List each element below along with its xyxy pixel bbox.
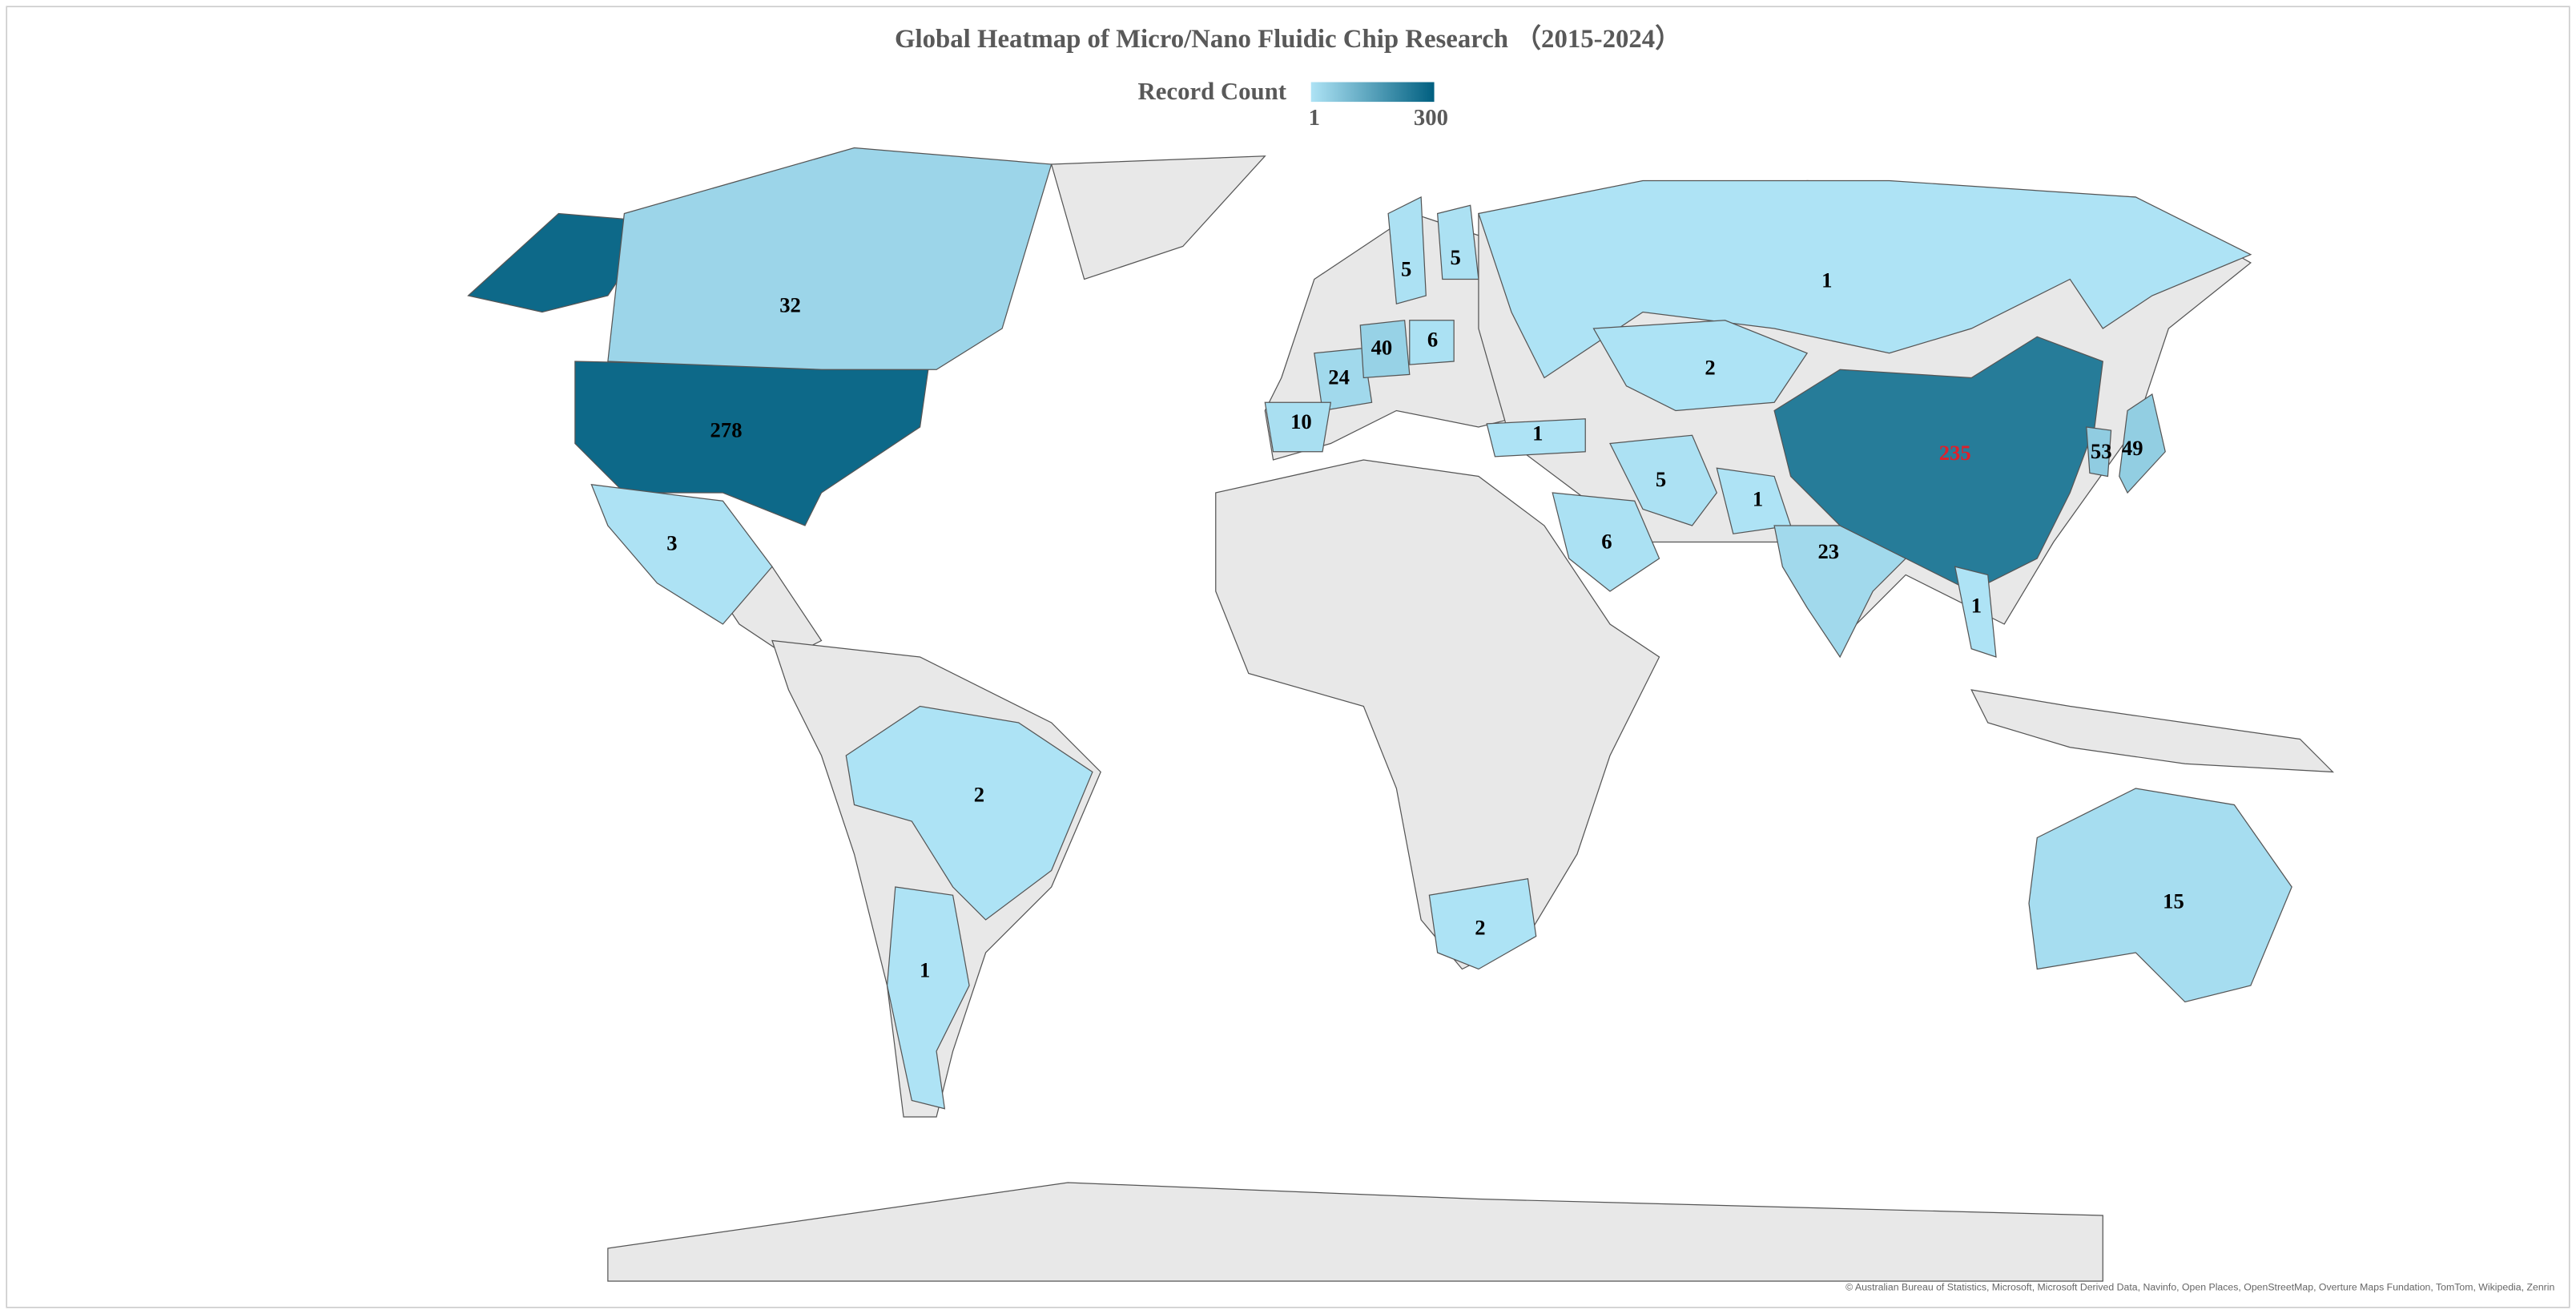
- greenland: [1050, 155, 1266, 280]
- region-label: 5: [1401, 256, 1411, 280]
- legend-title: Record Count: [1138, 78, 1287, 105]
- region-label: 1: [1753, 486, 1763, 510]
- legend-max: 300: [1414, 105, 1448, 131]
- region: [1428, 878, 1537, 970]
- region: [1478, 179, 2252, 379]
- region: [2028, 788, 2292, 1003]
- region-label: 2: [974, 782, 984, 806]
- region-label: 1: [1532, 421, 1543, 445]
- region-label: 15: [2163, 889, 2184, 913]
- region: [590, 484, 773, 625]
- region-label: 32: [779, 292, 801, 316]
- region-label: 235: [1939, 441, 1971, 465]
- africa: [1215, 459, 1660, 970]
- region: [1264, 401, 1332, 453]
- legend-gradient: [1310, 82, 1435, 103]
- region-label: 1: [1971, 594, 1982, 618]
- region: [1387, 196, 1427, 305]
- region: [574, 361, 929, 526]
- region: [1552, 492, 1660, 592]
- region-label: 23: [1817, 539, 1839, 563]
- region: [1609, 434, 1718, 526]
- regions: [467, 147, 2292, 1110]
- region: [1409, 320, 1455, 365]
- attribution: © Australian Bureau of Statistics, Micro…: [1845, 1281, 2554, 1292]
- map-title: Global Heatmap of Micro/Nano Fluidic Chi…: [895, 24, 1681, 54]
- region-label: 10: [1290, 409, 1312, 433]
- region-label: 2: [1475, 915, 1485, 939]
- region: [886, 886, 970, 1110]
- antarctica: [607, 1182, 2103, 1282]
- region-label: 6: [1427, 328, 1438, 352]
- region-label: 1: [920, 958, 930, 982]
- region: [845, 705, 1093, 921]
- region-label: 49: [2122, 436, 2143, 460]
- region-label: 3: [666, 531, 677, 555]
- region-label: 5: [1656, 467, 1666, 491]
- indonesia: [1970, 689, 2335, 773]
- region: [1592, 320, 1809, 412]
- region: [1314, 347, 1373, 412]
- region: [1954, 566, 1997, 658]
- legend-min: 1: [1309, 105, 1320, 131]
- region: [1773, 336, 2103, 592]
- region: [2119, 393, 2166, 494]
- region: [607, 147, 1053, 370]
- region-label: 278: [710, 417, 743, 441]
- region-label: 6: [1601, 530, 1612, 554]
- region-label: 5: [1451, 245, 1461, 269]
- region-label: 2: [1705, 355, 1715, 379]
- region: [1486, 418, 1586, 457]
- region: [1359, 320, 1411, 379]
- region-label: 40: [1371, 336, 1393, 360]
- region-label: 1: [1821, 268, 1832, 292]
- region-label: 53: [2091, 439, 2112, 463]
- region-label: 24: [1328, 365, 1350, 389]
- region: [1436, 204, 1479, 280]
- region: [2086, 426, 2112, 478]
